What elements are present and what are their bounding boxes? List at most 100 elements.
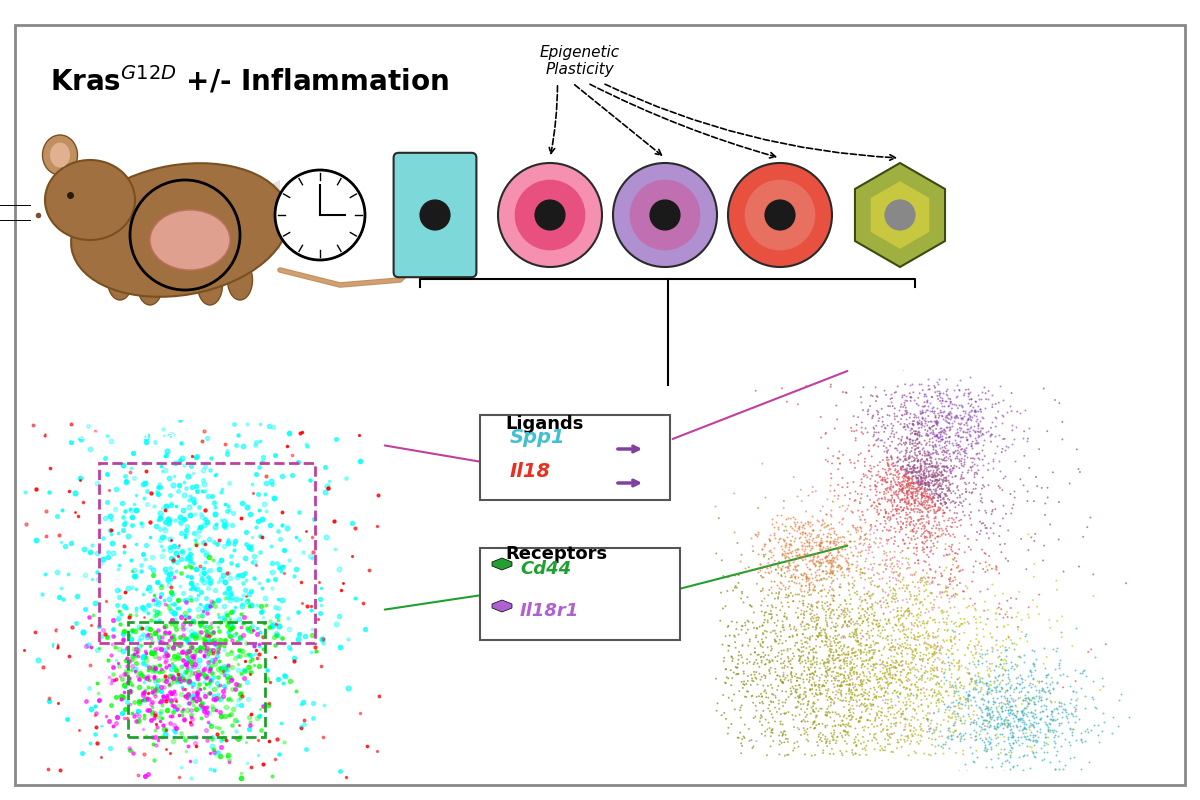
Point	[1001, 602, 1020, 614]
Point	[907, 466, 926, 478]
Point	[1001, 727, 1020, 740]
Point	[874, 744, 893, 757]
Point	[920, 427, 940, 440]
Point	[923, 494, 942, 506]
Point	[877, 523, 896, 536]
Point	[992, 702, 1012, 715]
Point	[133, 689, 152, 702]
Point	[910, 514, 929, 527]
Point	[906, 728, 925, 741]
Point	[888, 686, 907, 698]
Point	[923, 468, 942, 481]
Point	[840, 630, 859, 642]
Point	[780, 552, 799, 565]
Point	[101, 510, 120, 522]
Point	[1006, 734, 1025, 746]
Point	[816, 656, 835, 669]
Point	[205, 520, 224, 533]
Point	[799, 516, 818, 529]
Point	[912, 653, 931, 666]
Point	[954, 691, 973, 704]
Point	[899, 542, 918, 554]
Point	[816, 597, 835, 610]
Point	[762, 724, 781, 737]
Point	[905, 506, 924, 518]
Point	[204, 763, 223, 776]
Point	[1038, 718, 1057, 731]
Point	[230, 631, 250, 644]
Point	[790, 588, 809, 601]
Point	[961, 543, 980, 556]
Point	[938, 710, 958, 723]
Point	[918, 666, 937, 678]
Point	[778, 669, 797, 682]
Point	[1026, 734, 1045, 746]
Point	[833, 604, 852, 617]
Point	[834, 620, 853, 633]
Point	[892, 708, 911, 721]
Point	[899, 602, 918, 614]
Point	[775, 654, 794, 667]
Point	[892, 609, 911, 622]
Point	[853, 678, 872, 690]
Point	[914, 518, 934, 531]
Point	[1020, 422, 1039, 434]
Point	[136, 604, 155, 617]
Point	[782, 556, 802, 569]
Point	[782, 570, 802, 583]
Point	[890, 510, 910, 523]
Point	[934, 469, 953, 482]
Point	[760, 665, 779, 678]
Point	[949, 606, 968, 619]
Point	[1050, 697, 1069, 710]
Point	[998, 730, 1018, 743]
Point	[238, 501, 257, 514]
Point	[925, 430, 944, 442]
Point	[202, 671, 221, 684]
Point	[880, 667, 899, 680]
Point	[131, 630, 150, 643]
Point	[919, 476, 938, 489]
Point	[991, 680, 1010, 693]
Point	[179, 558, 198, 571]
Point	[959, 413, 978, 426]
Point	[788, 522, 808, 535]
Point	[826, 674, 845, 687]
Point	[852, 710, 871, 723]
Point	[194, 620, 214, 633]
Point	[946, 496, 965, 509]
Point	[869, 620, 888, 633]
Point	[1052, 706, 1072, 718]
Text: Il18: Il18	[510, 462, 551, 481]
Point	[823, 554, 842, 567]
Point	[934, 413, 953, 426]
Point	[295, 630, 314, 642]
Point	[211, 662, 230, 674]
Point	[824, 551, 844, 564]
Point	[924, 602, 943, 614]
Point	[911, 729, 930, 742]
Point	[262, 478, 281, 490]
Point	[1014, 708, 1033, 721]
Point	[942, 563, 961, 576]
Point	[134, 748, 154, 761]
Point	[1034, 685, 1054, 698]
Point	[1015, 656, 1034, 669]
Point	[917, 602, 936, 615]
Point	[822, 567, 841, 580]
Point	[881, 641, 900, 654]
Point	[857, 670, 876, 683]
Point	[817, 596, 836, 609]
Point	[930, 473, 949, 486]
Point	[799, 572, 818, 585]
Point	[172, 516, 191, 529]
Ellipse shape	[46, 160, 134, 240]
Point	[767, 619, 786, 632]
Point	[182, 450, 202, 462]
Point	[946, 616, 965, 629]
Point	[786, 564, 805, 577]
Point	[842, 644, 862, 657]
Point	[874, 474, 893, 486]
Point	[85, 708, 104, 721]
Point	[947, 562, 966, 574]
